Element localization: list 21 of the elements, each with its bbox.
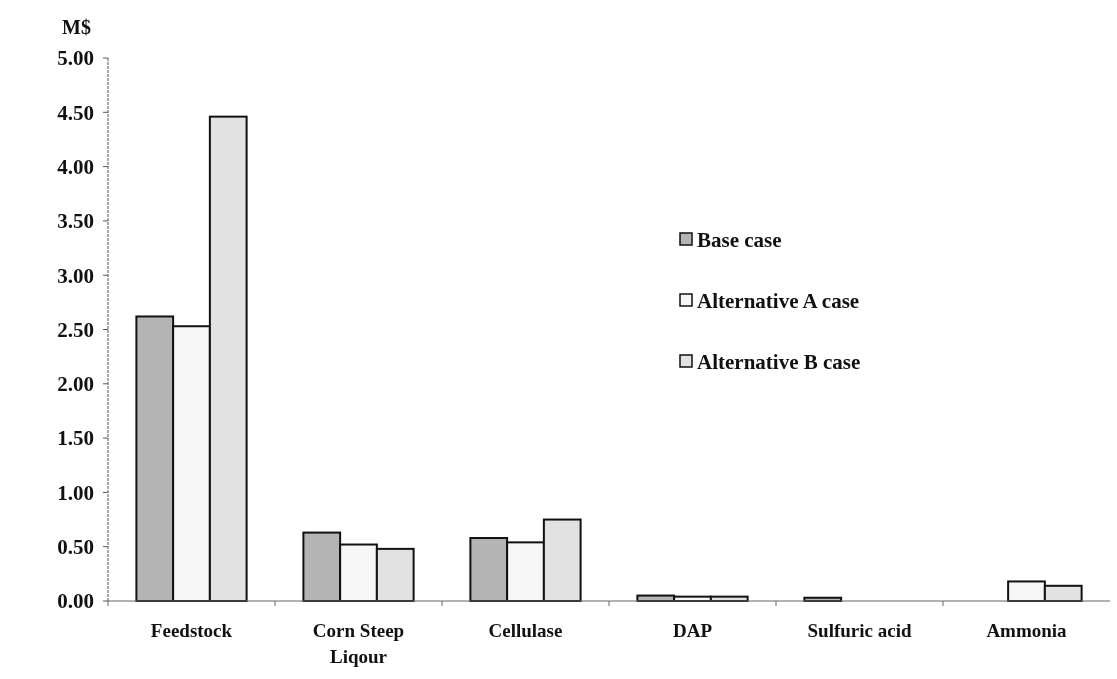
y-tick-label: 5.00 (57, 46, 94, 71)
legend-label: Base case (697, 228, 782, 253)
x-tick-label: DAP (672, 620, 713, 641)
y-tick-label: 4.00 (57, 154, 94, 179)
legend-label: Alternative A case (697, 289, 860, 314)
x-tick-label: Cellulase (488, 620, 563, 641)
legend-label: Alternative B case (697, 350, 861, 375)
y-tick-label: 2.00 (57, 372, 94, 397)
x-tick-label: Sulfuric acid (807, 620, 912, 641)
y-tick-label: 3.00 (57, 263, 94, 288)
x-tick-label: Ammonia (986, 620, 1068, 641)
y-axis-title: M$ (62, 16, 91, 38)
y-tick-label: 2.50 (57, 317, 94, 342)
y-tick-label: 1.00 (57, 480, 94, 505)
y-tick-label: 0.50 (57, 535, 94, 560)
x-tick-label: Feedstock (150, 620, 233, 641)
x-tick-label: Corn Steep Liqour (312, 620, 405, 667)
y-tick-label: 0.00 (57, 589, 94, 614)
y-tick-label: 4.50 (57, 100, 94, 125)
y-tick-label: 1.50 (57, 426, 94, 451)
y-tick-label: 3.50 (57, 209, 94, 234)
